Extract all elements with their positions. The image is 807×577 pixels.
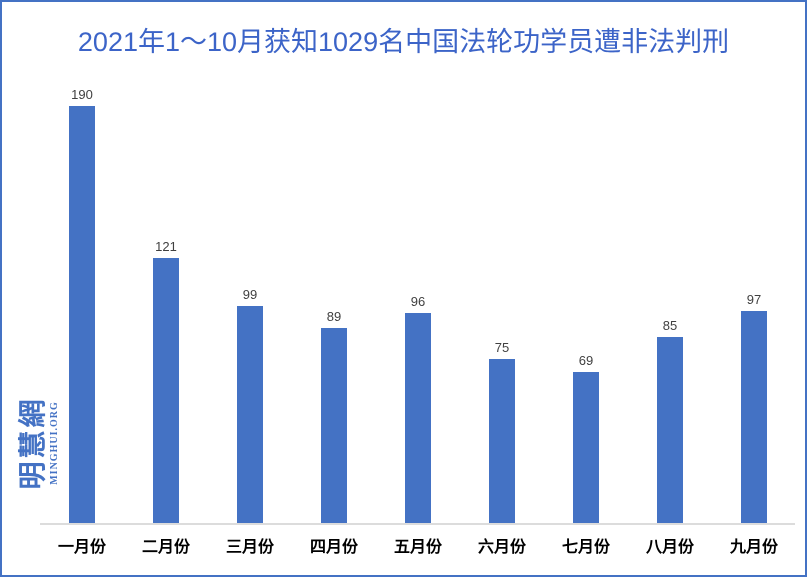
bar-column: 121	[124, 87, 208, 524]
bar-value-label: 190	[71, 87, 93, 102]
category-label: 二月份	[141, 539, 190, 556]
bar	[405, 313, 431, 524]
category-label: 七月份	[561, 539, 610, 556]
bar-column: 69	[544, 87, 628, 524]
bar-value-label: 99	[242, 287, 258, 302]
bar	[69, 106, 95, 524]
category-label: 三月份	[225, 539, 274, 556]
bar-value-label: 89	[326, 309, 342, 324]
x-axis-line	[40, 523, 795, 525]
x-axis-labels: 一月份 二月份 三月份 四月份 五月份 六月份 七月份 八月份 九月份	[40, 533, 796, 557]
category-label: 八月份	[645, 539, 694, 556]
category-label: 六月份	[477, 539, 526, 556]
category-label: 五月份	[393, 539, 442, 556]
bar	[489, 359, 515, 524]
bar	[321, 328, 347, 524]
bar-column: 75	[460, 87, 544, 524]
bar-value-label: 96	[410, 294, 426, 309]
bar-column: 96	[376, 87, 460, 524]
category-label: 四月份	[309, 539, 358, 556]
category-label: 九月份	[729, 539, 778, 556]
bar-column: 89	[292, 87, 376, 524]
bar-value-label: 69	[578, 353, 594, 368]
bar-column: 97	[712, 87, 796, 524]
category-label: 一月份	[57, 539, 106, 556]
bar-column: 190	[40, 87, 124, 524]
bar-value-label: 75	[494, 340, 510, 355]
bar-value-label: 97	[746, 292, 762, 307]
bar-column: 85	[628, 87, 712, 524]
bar	[573, 372, 599, 524]
bar	[741, 311, 767, 524]
bar-value-label: 85	[662, 318, 678, 333]
bar	[237, 306, 263, 524]
chart-title: 2021年1～10月获知1029名中国法轮功学员遭非法判刑	[77, 27, 730, 57]
bar	[657, 337, 683, 524]
bar	[153, 258, 179, 524]
plot-area: 190 121 99 89 96 75 69 85 97	[40, 87, 796, 524]
bar-value-label: 121	[155, 239, 177, 254]
bar-column: 99	[208, 87, 292, 524]
